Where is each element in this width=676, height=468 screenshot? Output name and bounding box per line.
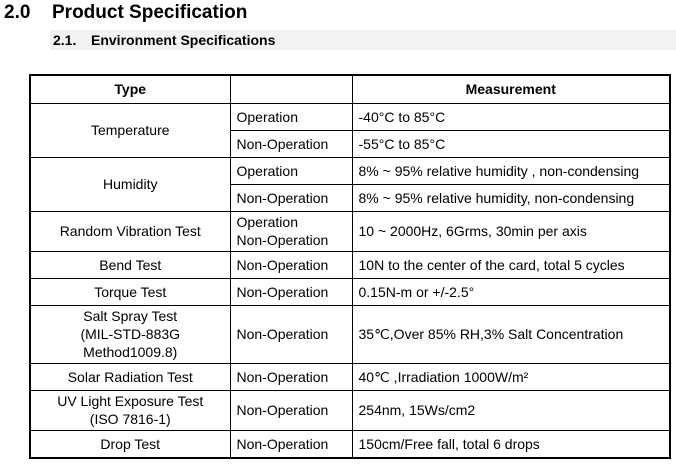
type-line: Method1009.8)	[83, 344, 178, 360]
table-row: Non-Operation 8% ~ 95% relative humidity…	[30, 183, 671, 212]
type-cell: Temperature	[29, 102, 231, 158]
table-row: Bend Test Non-Operation 10N to the cente…	[29, 250, 671, 279]
type-cell: Salt Spray Test (MIL-STD-883G Method1009…	[29, 304, 231, 364]
table-row: Solar Radiation Test Non-Operation 40℃ ,…	[29, 362, 671, 391]
condition-cell: Non-Operation	[229, 304, 353, 364]
type-cell: Torque Test	[29, 277, 231, 306]
environment-spec-table: Type Measurement Temperature Operation -…	[29, 74, 671, 459]
measurement-cell: 150cm/Free fall, total 6 drops	[351, 429, 671, 459]
type-line: UV Light Exposure Test	[57, 393, 204, 409]
header-condition	[229, 74, 353, 104]
condition-line: Non-Operation	[236, 232, 329, 248]
type-cell: Random Vibration Test	[29, 210, 231, 252]
measurement-cell: -40°C to 85°C	[351, 102, 671, 131]
condition-cell: Non-Operation	[229, 250, 353, 279]
measurement-cell: 35℃,Over 85% RH,3% Salt Concentration	[351, 304, 671, 364]
condition-cell: Non-Operation	[229, 277, 353, 306]
type-line: (ISO 7816-1)	[89, 411, 171, 427]
condition-cell: Non-Operation	[229, 389, 353, 431]
measurement-cell: 8% ~ 95% relative humidity, non-condensi…	[351, 183, 671, 212]
type-cell: UV Light Exposure Test (ISO 7816-1)	[29, 389, 231, 431]
table-row: Torque Test Non-Operation 0.15N-m or +/-…	[29, 277, 671, 306]
subsection-number: 2.1.	[53, 32, 77, 48]
condition-cell: Non-Operation	[229, 429, 353, 459]
condition-line: Operation	[236, 214, 298, 230]
type-cell: Drop Test	[29, 429, 231, 459]
measurement-cell: 10 ~ 2000Hz, 6Grms, 30min per axis	[351, 210, 671, 252]
type-line: (MIL-STD-883G	[80, 326, 181, 342]
type-line: Salt Spray Test	[83, 308, 178, 324]
section-title: Product Specification	[52, 2, 248, 23]
subsection-heading: 2.1. Environment Specifications	[50, 30, 676, 50]
type-cell: Bend Test	[29, 250, 231, 279]
condition-cell: Operation	[229, 102, 353, 131]
table-row: Non-Operation -55°C to 85°C	[30, 129, 671, 158]
type-cell: Solar Radiation Test	[29, 362, 231, 391]
measurement-cell: 40℃ ,Irradiation 1000W/m²	[351, 362, 671, 391]
header-measurement: Measurement	[351, 74, 671, 104]
table-row: Random Vibration Test Operation Non-Oper…	[29, 210, 671, 252]
measurement-cell: 254nm, 15Ws/cm2	[351, 389, 671, 431]
type-cell: Humidity	[29, 156, 231, 212]
header-type: Type	[29, 74, 231, 104]
table-header-row: Type Measurement	[29, 74, 671, 104]
measurement-cell: 0.15N-m or +/-2.5°	[351, 277, 671, 306]
condition-cell: Non-Operation	[229, 129, 353, 158]
table-row: Salt Spray Test (MIL-STD-883G Method1009…	[29, 304, 671, 364]
table-row: Temperature Operation -40°C to 85°C	[29, 102, 671, 158]
condition-cell: Operation	[229, 156, 353, 185]
section-number: 2.0	[4, 2, 31, 23]
section-heading: 2.0 Product Specification	[4, 2, 247, 24]
table-row: UV Light Exposure Test (ISO 7816-1) Non-…	[29, 389, 671, 431]
condition-cell: Non-Operation	[229, 183, 353, 212]
measurement-cell: -55°C to 85°C	[351, 129, 671, 158]
measurement-cell: 10N to the center of the card, total 5 c…	[351, 250, 671, 279]
measurement-cell: 8% ~ 95% relative humidity , non-condens…	[351, 156, 671, 185]
condition-cell: Non-Operation	[229, 362, 353, 391]
subsection-title: Environment Specifications	[91, 32, 276, 48]
table-row: Drop Test Non-Operation 150cm/Free fall,…	[29, 429, 671, 459]
table-row: Humidity Operation 8% ~ 95% relative hum…	[29, 156, 671, 212]
condition-cell: Operation Non-Operation	[229, 210, 353, 252]
